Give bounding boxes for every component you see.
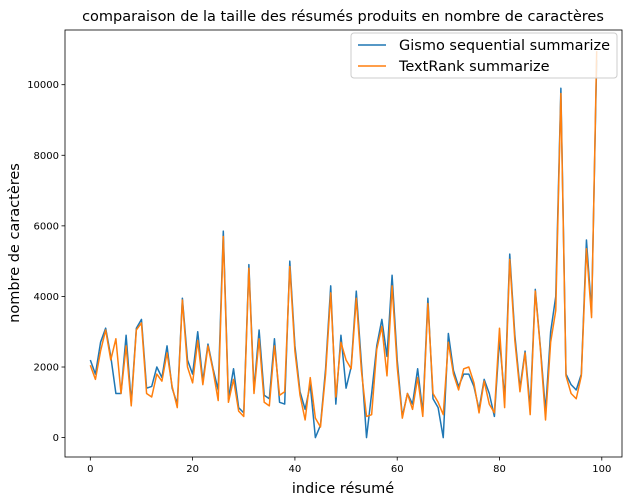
y-tick-label: 4000 xyxy=(34,292,59,303)
y-axis: 0 2000 4000 6000 8000 10000 xyxy=(27,80,65,444)
series-line-textrank xyxy=(89,51,598,428)
x-tick-label: 20 xyxy=(186,464,199,475)
x-axis-label: indice résumé xyxy=(292,481,394,497)
y-tick-label: 6000 xyxy=(34,221,59,232)
x-tick-label: 40 xyxy=(289,464,302,475)
plot-frame xyxy=(64,29,623,458)
x-tick-label: 0 xyxy=(87,464,93,475)
legend: Gismo sequential summarize TextRank summ… xyxy=(350,32,618,79)
chart-title: comparaison de la taille des résumés pro… xyxy=(82,9,604,25)
x-tick-label: 80 xyxy=(493,464,506,475)
legend-frame xyxy=(350,32,618,79)
legend-label-gismo: Gismo sequential summarize xyxy=(399,38,610,54)
x-tick-label: 60 xyxy=(391,464,404,475)
y-tick-label: 10000 xyxy=(27,80,59,91)
series-layer xyxy=(89,51,598,439)
x-tick-label: 100 xyxy=(592,464,611,475)
y-tick-label: 8000 xyxy=(34,151,59,162)
y-tick-label: 2000 xyxy=(34,363,59,374)
legend-label-textrank: TextRank summarize xyxy=(398,59,550,75)
y-axis-label: nombre de caractères xyxy=(7,163,23,323)
y-tick-label: 0 xyxy=(53,433,59,444)
x-axis: 0 20 40 60 80 100 xyxy=(87,457,611,475)
